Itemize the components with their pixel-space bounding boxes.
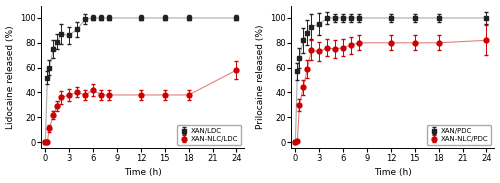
- Legend: XAN/PDC, XAN-NLC/PDC: XAN/PDC, XAN-NLC/PDC: [426, 125, 491, 145]
- Y-axis label: Lidocaine released (%): Lidocaine released (%): [6, 25, 15, 129]
- Legend: XAN/LDC, XAN-NLC/LDC: XAN/LDC, XAN-NLC/LDC: [177, 125, 241, 145]
- X-axis label: Time (h): Time (h): [374, 168, 412, 178]
- Y-axis label: Prilocaine released (%): Prilocaine released (%): [256, 25, 264, 129]
- X-axis label: Time (h): Time (h): [124, 168, 162, 178]
